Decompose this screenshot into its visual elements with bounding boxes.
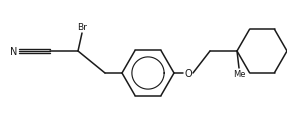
Text: N: N	[10, 47, 18, 56]
Text: Br: Br	[77, 23, 87, 32]
Text: Me: Me	[233, 70, 245, 79]
Text: O: O	[184, 68, 192, 78]
